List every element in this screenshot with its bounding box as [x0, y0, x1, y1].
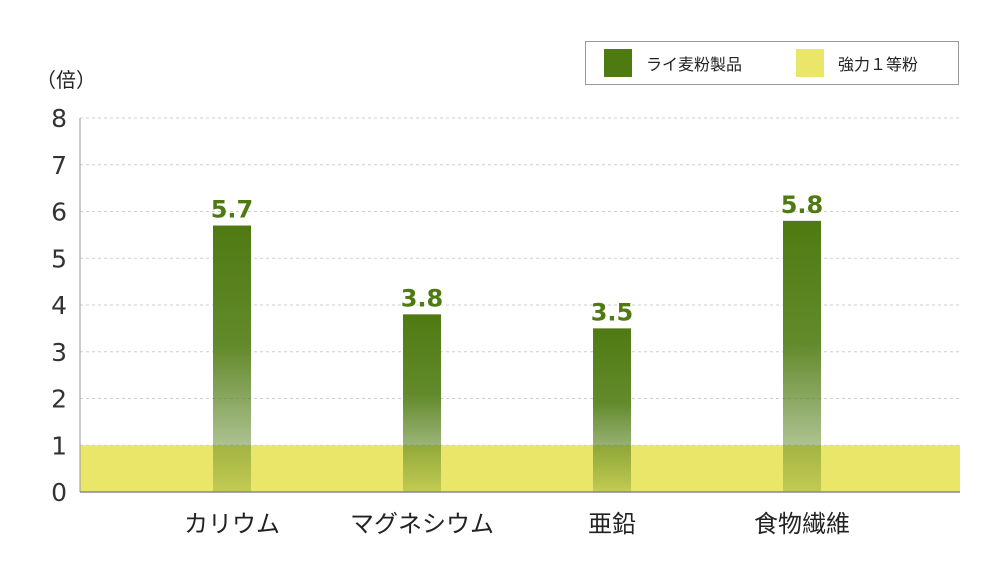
legend-item-bread-flour: 強力１等粉: [796, 42, 918, 84]
legend-swatch-bread-flour: [796, 49, 824, 77]
bar: [403, 314, 441, 492]
y-tick-label: 5: [51, 244, 67, 273]
y-axis-unit-label: （倍）: [36, 68, 96, 92]
legend-label-bread-flour: 強力１等粉: [838, 55, 919, 74]
data-label: 5.8: [781, 191, 824, 219]
bar: [593, 328, 631, 492]
x-category-label: 亜鉛: [588, 510, 636, 538]
y-tick-label: 8: [51, 104, 67, 133]
y-tick-label: 0: [51, 478, 67, 507]
y-tick-label: 2: [51, 385, 67, 414]
legend-swatch-rye: [604, 49, 632, 77]
y-tick-label: 6: [51, 198, 67, 227]
data-label: 3.5: [591, 298, 634, 326]
x-category-label: マグネシウム: [350, 510, 494, 538]
x-category-label: 食物繊維: [754, 510, 850, 538]
legend-label-rye: ライ麦粉製品: [646, 55, 743, 74]
reference-band: [80, 445, 960, 492]
legend: ライ麦粉製品 強力１等粉: [585, 41, 959, 85]
bar: [213, 225, 251, 492]
x-category-label: カリウム: [184, 510, 280, 538]
y-tick-label: 7: [51, 151, 67, 180]
bar: [783, 220, 821, 492]
data-label: 3.8: [401, 284, 444, 312]
data-label: 5.7: [211, 196, 254, 224]
y-tick-label: 3: [51, 338, 67, 367]
y-tick-label: 1: [51, 431, 67, 460]
y-tick-label: 4: [51, 291, 67, 320]
legend-item-rye: ライ麦粉製品: [604, 42, 742, 84]
